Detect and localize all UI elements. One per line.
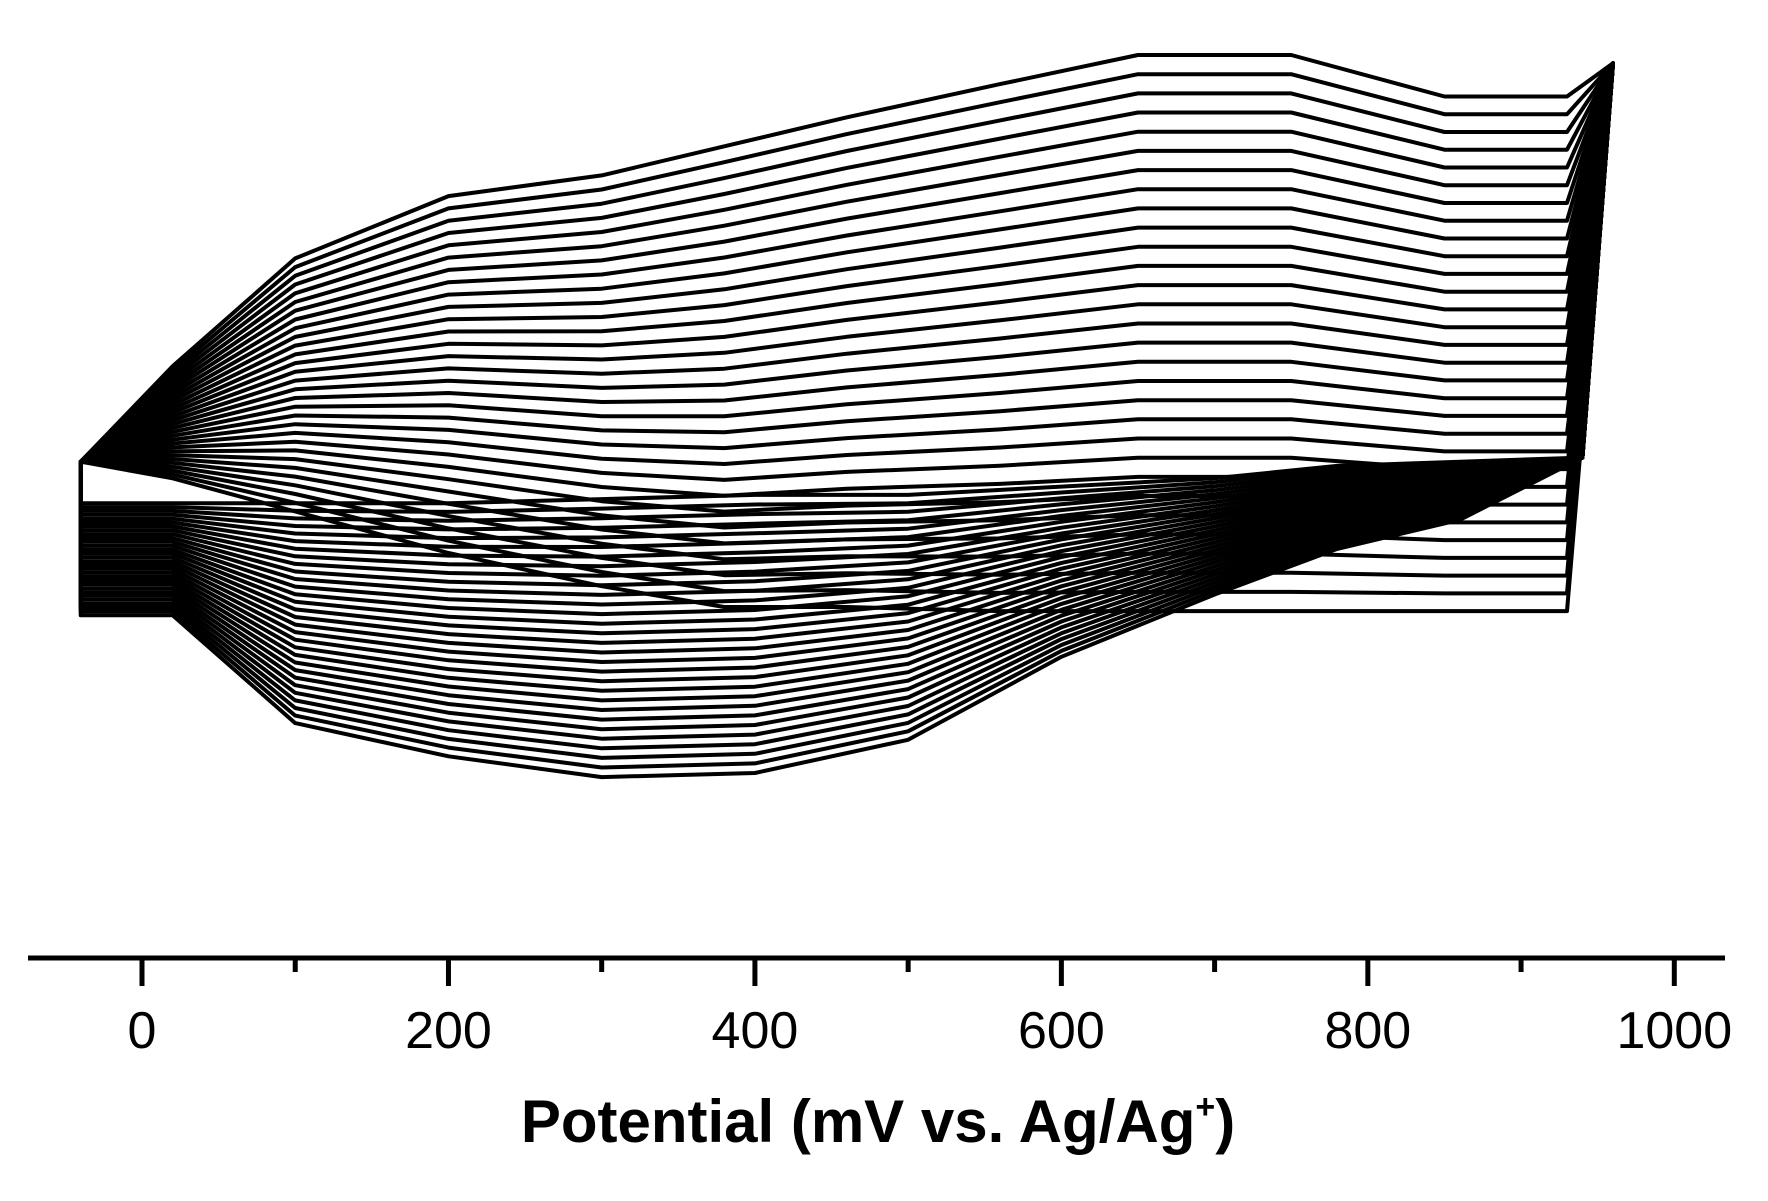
x-tick-label-1000: 1000 xyxy=(1616,1002,1732,1060)
x-axis-title: Potential (mV vs. Ag/Ag+) xyxy=(521,1088,1235,1155)
x-axis: 0 200 400 600 800 1000 xyxy=(28,955,1732,1060)
x-axis-title-superscript: + xyxy=(1195,1088,1215,1126)
cv-cycle-30 xyxy=(78,53,1615,780)
x-tick-label-800: 800 xyxy=(1324,1002,1411,1060)
cv-curves xyxy=(78,53,1615,780)
x-tick-label-600: 600 xyxy=(1018,1002,1105,1060)
x-tick-label-200: 200 xyxy=(405,1002,492,1060)
x-axis-title-suffix: ) xyxy=(1215,1088,1235,1155)
x-axis-title-text: Potential (mV vs. Ag/Ag xyxy=(521,1088,1196,1155)
x-tick-label-400: 400 xyxy=(712,1002,799,1060)
x-tick-label-0: 0 xyxy=(128,1002,157,1060)
